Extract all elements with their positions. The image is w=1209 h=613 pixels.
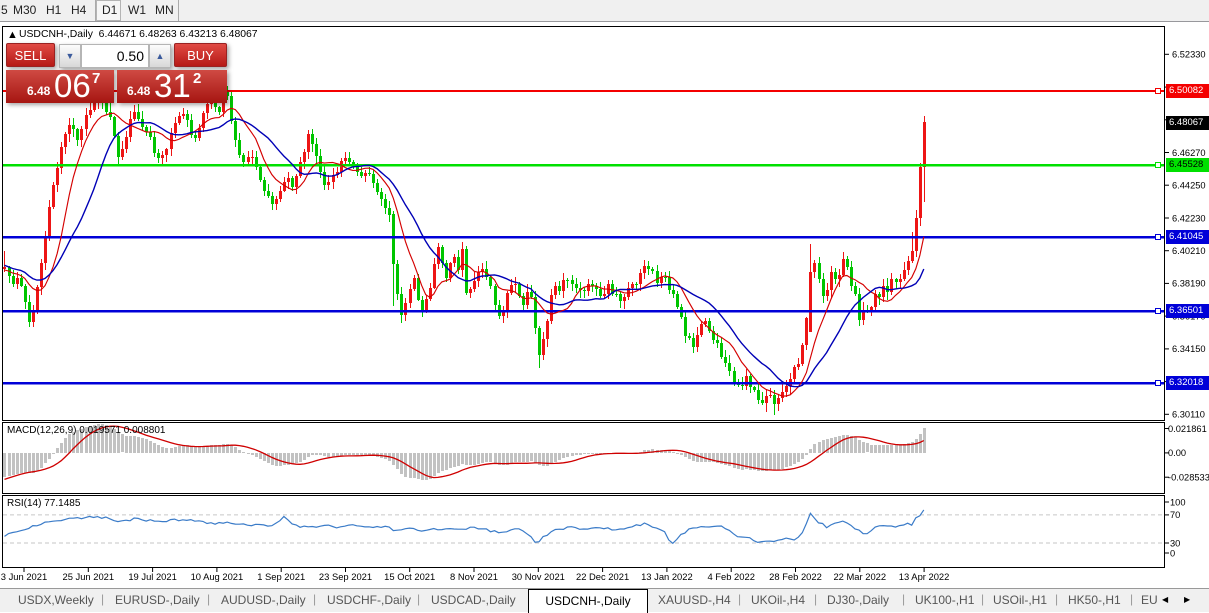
svg-text:23 Sep 2021: 23 Sep 2021 [319,571,372,582]
svg-text:70: 70 [1170,510,1180,520]
svg-text:6.44250: 6.44250 [1172,181,1206,191]
svg-text:4 Feb 2022: 4 Feb 2022 [707,571,754,582]
svg-text:25 Jun 2021: 25 Jun 2021 [62,571,114,582]
svg-text:6.46270: 6.46270 [1172,148,1206,158]
svg-text:-0.028533: -0.028533 [1168,473,1209,483]
svg-text:3 Jun 2021: 3 Jun 2021 [1,571,47,582]
svg-text:13 Apr 2022: 13 Apr 2022 [899,571,950,582]
svg-text:22 Dec 2021: 22 Dec 2021 [576,571,629,582]
svg-text:28 Feb 2022: 28 Feb 2022 [769,571,822,582]
svg-text:0: 0 [1170,548,1175,558]
svg-text:15 Oct 2021: 15 Oct 2021 [384,571,435,582]
svg-text:6.38190: 6.38190 [1172,279,1206,289]
svg-text:19 Jul 2021: 19 Jul 2021 [128,571,176,582]
svg-text:6.52330: 6.52330 [1172,50,1206,60]
svg-text:6.30110: 6.30110 [1172,410,1205,420]
svg-text:6.42230: 6.42230 [1172,213,1206,223]
svg-text:1 Sep 2021: 1 Sep 2021 [257,571,305,582]
svg-text:30: 30 [1170,538,1180,548]
svg-text:22 Mar 2022: 22 Mar 2022 [833,571,886,582]
svg-text:30 Nov 2021: 30 Nov 2021 [512,571,565,582]
svg-text:0.00: 0.00 [1168,448,1186,458]
svg-text:13 Jan 2022: 13 Jan 2022 [641,571,693,582]
svg-text:100: 100 [1170,497,1186,507]
svg-text:0.021861: 0.021861 [1168,424,1207,434]
svg-text:10 Aug 2021: 10 Aug 2021 [191,571,244,582]
svg-text:6.34150: 6.34150 [1172,344,1206,354]
svg-text:6.40210: 6.40210 [1172,246,1206,256]
svg-text:8 Nov 2021: 8 Nov 2021 [450,571,498,582]
